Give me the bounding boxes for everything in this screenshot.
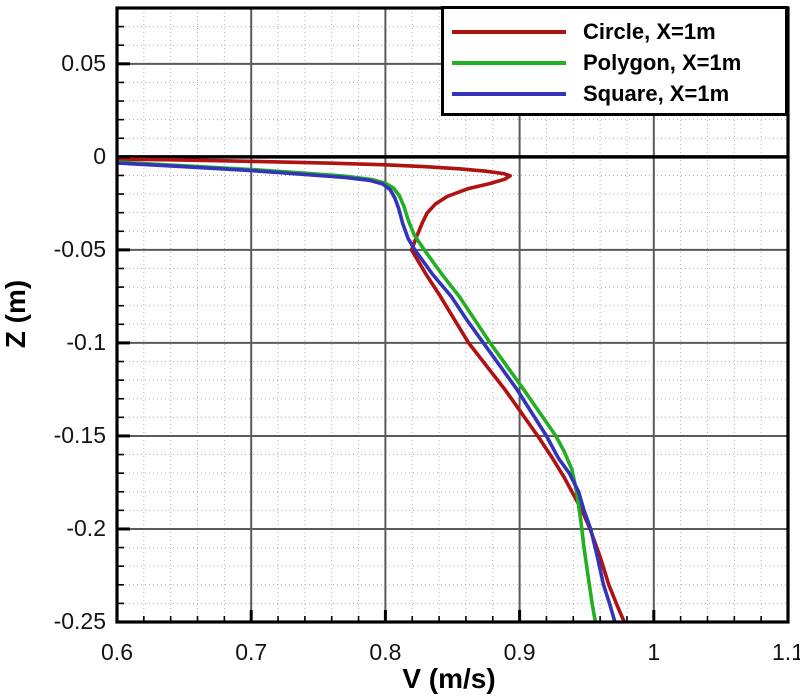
legend-line-swatch (452, 29, 566, 34)
legend-item: Square, X=1m (452, 80, 785, 108)
legend-item: Circle, X=1m (452, 18, 785, 46)
series-line-1 (117, 157, 627, 622)
x-tick-label: 0.9 (503, 639, 536, 665)
y-tick-label: 0.05 (61, 49, 106, 76)
x-tick-label: 0.6 (101, 639, 133, 665)
legend-label: Circle, X=1m (583, 18, 716, 44)
x-tick-label: 1.1 (772, 639, 800, 665)
legend-line-swatch (452, 91, 566, 96)
legend-line-swatch (452, 60, 566, 65)
x-tick-label: 1 (647, 639, 661, 665)
legend-label: Square, X=1m (583, 80, 730, 106)
series-line-2 (117, 160, 598, 622)
y-tick-label: -0.15 (53, 421, 106, 448)
y-tick-label: 0 (93, 142, 106, 169)
y-tick-label: -0.05 (53, 235, 106, 262)
legend-item: Polygon, X=1m (452, 49, 785, 77)
curves (117, 157, 627, 622)
x-axis-title: V (m/s) (402, 663, 496, 694)
x-tick-label: 0.8 (369, 639, 402, 665)
series-line-3 (117, 161, 617, 622)
y-tick-label: -0.1 (66, 328, 106, 355)
y-tick-label: -0.2 (66, 515, 106, 542)
x-tick-label: 0.7 (235, 639, 268, 665)
legend: Circle, X=1m Polygon, X=1m Square, X=1m (441, 6, 788, 116)
y-tick-label: -0.25 (53, 608, 106, 635)
legend-label: Polygon, X=1m (583, 49, 742, 75)
